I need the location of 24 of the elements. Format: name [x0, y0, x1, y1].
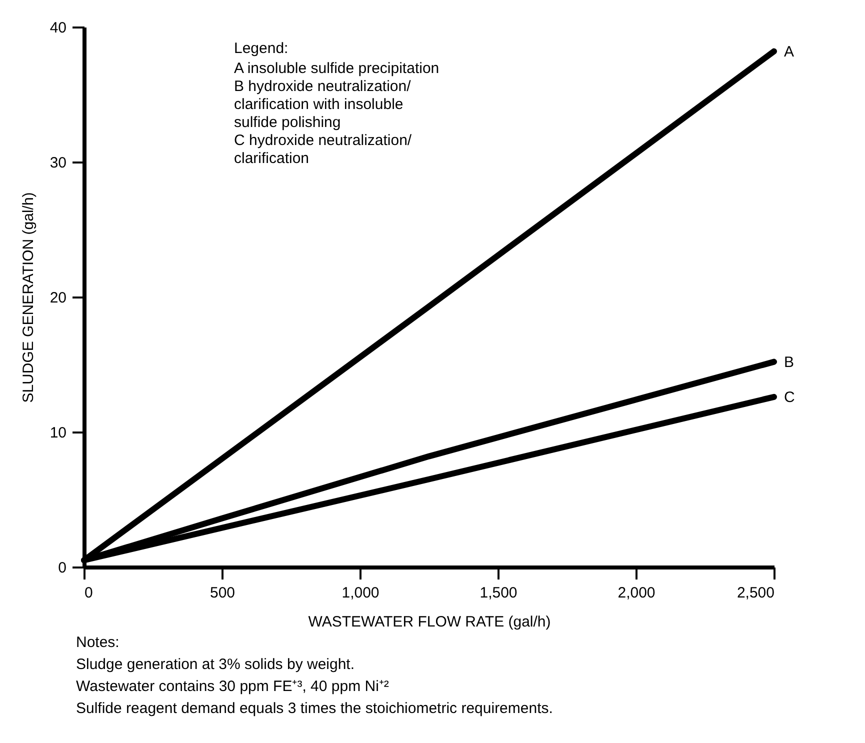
text: Sulfide reagent demand equals 3 times the stoichiometric requirements.: [76, 700, 553, 717]
series-label: A: [784, 43, 794, 60]
x-tick-label: 2,500: [736, 584, 774, 602]
x-tick-label: 1,000: [342, 584, 380, 602]
y-tick-label: 40: [50, 20, 66, 36]
text: Wastewater contains 30 ppm FE⁺³, 40 ppm Ni⁺²: [76, 678, 389, 695]
y-tick-label: 0: [58, 560, 66, 576]
legend-title: Legend:: [234, 40, 288, 57]
x-tick-label: 1,500: [480, 584, 518, 602]
y-tick-label: 30: [50, 154, 66, 172]
y-axis-title: SLUDGE GENERATION (gal/h): [20, 192, 37, 403]
series-label: C: [784, 388, 795, 406]
text: Notes:: [76, 634, 120, 651]
x-tick-label: 0: [84, 584, 93, 602]
x-tick-label: 500: [210, 584, 236, 602]
y-tick-label: 10: [50, 424, 66, 442]
annotation: B hydroxide neutralization/ clarification with insoluble sulfide polishing: [234, 78, 412, 131]
x-axis-title: WASTEWATER FLOW RATE (gal/h): [308, 614, 551, 630]
series-label: B: [784, 354, 794, 371]
y-tick-label: 20: [50, 290, 66, 306]
text: Sludge generation at 3% solids by weight.: [76, 656, 355, 673]
annotation: A insoluble sulfide precipitation: [234, 60, 440, 77]
x-tick-label: 2,000: [618, 584, 656, 602]
annotation: C hydroxide neutralization/ clarification: [234, 132, 412, 167]
